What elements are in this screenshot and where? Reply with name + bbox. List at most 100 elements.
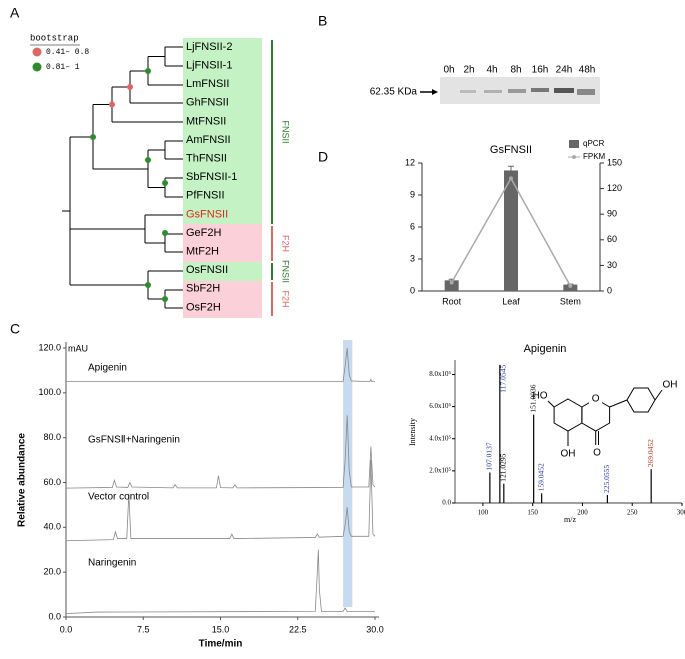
peak-label: 159.0452 <box>536 463 545 491</box>
peak-label: 225.0555 <box>602 465 611 493</box>
clade-label: FNSII <box>281 260 291 283</box>
y-tick-label: 6 <box>410 221 415 231</box>
legend-label: qPCR <box>583 139 605 148</box>
y-tick-label: 8.0x10⁵ <box>429 370 451 378</box>
y2-tick-label: 60 <box>607 234 617 244</box>
bootstrap-dot <box>109 101 115 108</box>
leaf-label: SbFNSII-1 <box>186 171 237 183</box>
panel-letter: D <box>318 149 328 165</box>
marker-label: 62.35 KDa <box>370 87 418 98</box>
legend-label: FPKM <box>583 152 606 161</box>
gel-band <box>484 90 502 93</box>
bonds <box>547 389 663 446</box>
label-bg <box>589 394 602 405</box>
gel-band <box>531 88 549 92</box>
trace <box>65 549 375 615</box>
y-tick-label: 9 <box>410 189 415 199</box>
leaf-label: GeF2H <box>186 227 222 239</box>
atom-label: O <box>592 394 600 405</box>
y-tick-label: 120.0 <box>38 342 61 352</box>
x-tick-label: 200 <box>577 509 588 517</box>
lane-label: 48h <box>579 65 596 76</box>
y-tick-label: 0 <box>410 285 415 295</box>
leaf-label: OsFNSII <box>186 264 228 276</box>
bootstrap-dot <box>90 134 96 140</box>
bar <box>444 280 459 291</box>
y-tick-label: 4.0x10⁵ <box>429 434 451 442</box>
leaf-label: LjFNSII-2 <box>186 41 232 53</box>
x-tick-label: Stem <box>560 296 581 306</box>
bootstrap-dot <box>145 157 151 163</box>
bootstrap-dot <box>127 84 133 90</box>
leaf-label: ThFNSII <box>186 153 227 165</box>
atom-label: OH <box>663 380 678 391</box>
line-marker <box>449 280 454 285</box>
lane-label: 0h <box>443 65 454 76</box>
y2-tick-label: 120 <box>607 183 622 193</box>
trace-label: Vector control <box>88 491 149 502</box>
lane-label: 4h <box>486 65 497 76</box>
trace-label: GsFNSⅡ+Naringenin <box>88 435 180 446</box>
gel-band <box>554 88 574 93</box>
y-tick-label: 100.0 <box>38 387 61 397</box>
x-tick-label: 7.5 <box>137 624 150 634</box>
peak-label: 269.0452 <box>646 439 655 467</box>
clade-label: F2H <box>281 290 291 307</box>
trace <box>65 415 376 489</box>
trace-label: Naringenin <box>88 557 136 568</box>
peak-label: 107.0137 <box>485 442 494 470</box>
lane-label: 8h <box>510 65 521 76</box>
clade-bg <box>183 262 262 281</box>
panel-letter: B <box>318 13 327 29</box>
legend-swatch <box>569 140 579 148</box>
legend-dot <box>32 47 42 57</box>
leaf-label: MtFNSII <box>186 115 226 127</box>
leaf-label: GhFNSII <box>186 97 229 109</box>
y2-tick-label: 150 <box>607 157 622 167</box>
legend-title: bootstrap <box>30 33 79 43</box>
tree-panel: bootstrap <box>30 33 262 318</box>
clade-bg <box>183 281 262 318</box>
clade-bg <box>183 38 262 224</box>
ring <box>626 387 656 413</box>
gel-band <box>460 90 476 93</box>
x-tick-label: 300 <box>677 509 685 517</box>
x-tick-label: 22.5 <box>289 624 307 634</box>
bootstrap-dot <box>162 180 168 186</box>
bootstrap-dot <box>162 230 168 236</box>
y-tick-label: 40.0 <box>43 522 61 532</box>
clade-bg <box>183 224 262 262</box>
y-unit: mAU <box>68 343 88 353</box>
clade-label: FNSII <box>281 120 291 143</box>
atom-label: OH <box>561 449 576 460</box>
arrow-head <box>432 89 438 95</box>
structure-labels: HO O OH OH O <box>533 380 678 460</box>
x-tick-label: 0.0 <box>60 624 73 634</box>
bar <box>504 170 518 291</box>
panel-letter: A <box>10 5 20 21</box>
chart-title: GsFNSII <box>490 144 532 156</box>
legend-swatch <box>572 155 576 159</box>
x-tick-label: 15.0 <box>212 624 230 634</box>
lane-label: 16h <box>532 65 549 76</box>
y-tick-label: 20.0 <box>43 567 61 577</box>
atom-label: HO <box>533 391 548 402</box>
y-tick-label: 12 <box>405 157 415 167</box>
atom-label: O <box>593 448 601 459</box>
axes <box>65 342 379 618</box>
tree-branches <box>62 46 183 309</box>
x-tick-label: 100 <box>478 509 489 517</box>
y-tick-label: 60.0 <box>43 477 61 487</box>
y-tick-label: 6.0x10⁵ <box>429 402 451 410</box>
y2-tick-label: 30 <box>607 260 617 270</box>
x-tick-label: 150 <box>527 509 538 517</box>
bootstrap-dot <box>145 68 151 74</box>
y-tick-label: 80.0 <box>43 432 61 442</box>
bootstrap-dot <box>162 296 168 302</box>
x-tick-label: 30.0 <box>366 624 384 634</box>
chart-title: Apigenin <box>524 343 567 355</box>
leaf-label: MtF2H <box>186 246 219 258</box>
peak-label: 121.0295 <box>499 453 508 481</box>
gel-band <box>577 89 595 95</box>
